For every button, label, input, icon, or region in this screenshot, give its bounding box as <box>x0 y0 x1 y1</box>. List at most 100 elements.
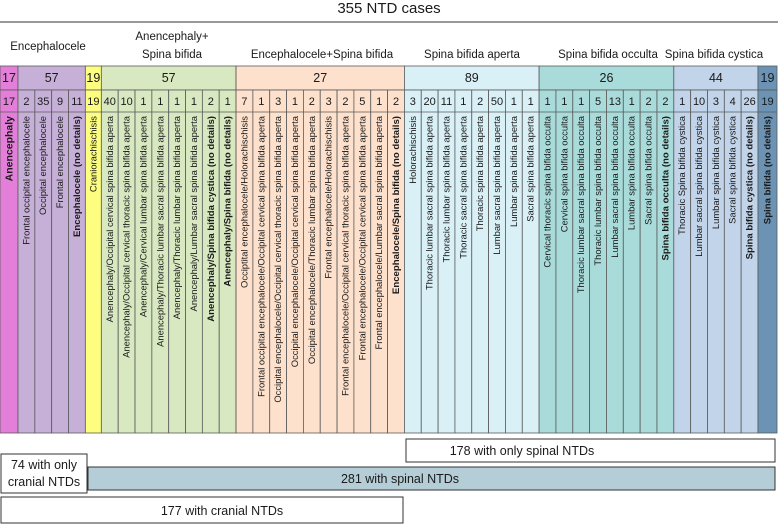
subcategory-count: 1 <box>679 96 685 108</box>
subcategory-label: Anencephaly/Lumbar sacral spina bifida a… <box>188 115 199 311</box>
subcategory-label: Lumbar sacral spina bifida cystica <box>693 115 704 256</box>
summary-only-cranial-line1: 74 with only <box>11 458 78 472</box>
group-cell-anencephaly-spina-bifida: 57 <box>100 65 237 91</box>
subcategory-column: 10 Anencephaly/Occipital cervical thoraci… <box>117 89 136 434</box>
subcategory-column: 1 Cervical thoracic spina bifida occulta <box>538 89 557 434</box>
group-count: 89 <box>465 71 479 85</box>
subcategory-count: 19 <box>761 96 773 108</box>
group-count-box <box>538 65 675 91</box>
subcategory-label: Thoracic spina bifida aperta <box>474 115 485 231</box>
subcategory-label: Anencephaly <box>3 116 15 182</box>
summary-spinal-box <box>87 466 776 491</box>
subcategory-count: 2 <box>477 96 483 108</box>
subcategory-count: 3 <box>326 96 332 108</box>
subcategory-label: Frontal encephalocele/Occipital cervical… <box>339 115 350 396</box>
summary-cranial-label: 177 with cranial NTDs <box>161 504 283 518</box>
subcategory-count: 1 <box>561 96 567 108</box>
subcategory-column: 19 Craniorachischisis <box>84 89 102 434</box>
subcategory-column: 2 Spina bifida occulta (no details) <box>656 89 675 434</box>
group-count-box <box>100 65 237 91</box>
subcategory-count: 1 <box>292 96 298 108</box>
subcategory-column: 1 Anencephaly/Thoracic lumbar spina bifid… <box>168 89 186 434</box>
subcategory-column: 3 Frontal encephalocele/Holorachischisis <box>319 89 338 434</box>
subcategory-count: 1 <box>258 96 264 108</box>
subcategory-label: Cervical spina bifida occulta <box>558 115 569 232</box>
subcategory-count: 1 <box>544 96 550 108</box>
subcategory-count: 1 <box>629 96 635 108</box>
subcategory-count: 4 <box>730 96 736 108</box>
subcategory-count: 20 <box>424 96 436 108</box>
group-count-row: 17 57 19 57 27 89 26 44 19 <box>0 65 778 91</box>
subcategory-column: 2 Thoracic spina bifida aperta <box>471 89 490 434</box>
subcategory-label: Frontal encephalocele/Holorachischisis <box>323 116 334 279</box>
subcategory-label: Encephalocele/Spina bifida (no details) <box>391 116 402 294</box>
summary-only-spinal: 178 with only spinal NTDs <box>405 438 776 463</box>
group-count-box <box>17 65 86 91</box>
subcategory-label: Occipital encephalocele <box>37 116 48 215</box>
subcategory-count: 35 <box>37 96 49 108</box>
subcategory-count: 11 <box>71 96 82 108</box>
subcategory-column: 11 Thoracic lumbar spina bifida aperta <box>437 89 456 434</box>
subcategory-label: Sacral spina bifida occulta <box>643 115 654 225</box>
subcategory-count: 1 <box>174 96 180 108</box>
summary-only-spinal-box <box>405 438 776 463</box>
subcategory-count: 3 <box>275 96 281 108</box>
subcategory-label: Thoracic lumbar spina bifida aperta <box>440 115 451 262</box>
subcategory-column: 3 Lumbar spina bifida cystica <box>707 89 725 434</box>
subcategory-label: Frontal occipital encephalocele <box>20 116 31 245</box>
group-count: 19 <box>761 71 775 85</box>
diagram-title: 355 NTD cases <box>337 0 440 17</box>
subcategory-column: 2 Occipital encephalocele/Thoracic lumbar… <box>302 89 321 434</box>
group-count: 27 <box>313 71 327 85</box>
subcategory-column: 1 Frontal occipital encephalocele/Occipit… <box>252 89 271 434</box>
group-cell-spina-bifida-cystica: 44 <box>673 65 759 91</box>
group-cell-craniorachischisis: 19 <box>84 65 102 91</box>
subcategory-count: 50 <box>491 96 503 108</box>
subcategory-column: 1 Anencephaly/Cervical lumbar spina bifid… <box>134 89 153 434</box>
subcategory-column: 10 Lumbar sacral spina bifida cystica <box>690 89 708 434</box>
subcategory-count: 1 <box>460 96 466 108</box>
group-cell-encephalocele: 57 <box>17 65 86 91</box>
subcategory-label: Occipital encephalocele/Occipital cervic… <box>272 115 283 402</box>
group-count-box <box>673 65 759 91</box>
subcategory-label: Occipital encephalocele/Thoracic lumbar … <box>306 115 317 364</box>
subcategory-column: 1 Anencephaly/Lumbar sacral spina bifida … <box>185 89 203 434</box>
group-count: 17 <box>2 71 16 85</box>
subcategory-count: 9 <box>57 96 63 108</box>
subcategory-column: 40 Anencephaly/Occipital cervical spina b… <box>100 89 119 434</box>
summary-only-cranial-box <box>0 453 88 494</box>
subcategory-label: Occiptital encephalocele/Holorachischisi… <box>238 116 249 288</box>
subcategory-column: 1 Sacral spina bifida aperta <box>521 89 540 434</box>
subcategory-label: Spina bifida cystica (no details) <box>745 116 756 259</box>
subcategory-column: 1 Cervical spina bifida occulta <box>555 89 574 434</box>
group-count: 19 <box>86 71 100 85</box>
group-count: 57 <box>162 71 176 85</box>
subcategory-label: Thoracic lumbar sacral spina bifida occu… <box>575 115 586 293</box>
subcategory-column: 13 Lumbar sacral spina bifida occulta <box>606 89 624 434</box>
summary-spinal: 281 with spinal NTDs <box>87 466 776 491</box>
subcategory-column: 19 Spina bifida (no details) <box>757 89 778 434</box>
subcategory-count: 1 <box>225 96 231 108</box>
subcategory-label: Lumbar sacral spina bifida aperta <box>491 115 502 254</box>
subcategory-count: 1 <box>140 96 146 108</box>
subcategory-count: 10 <box>693 96 705 108</box>
subcategory-count: 2 <box>309 96 315 108</box>
group-count-box <box>235 65 405 91</box>
summary-only-cranial-line2: cranial NTDs <box>8 475 80 489</box>
subcategory-label: Cervical thoracic spina bifida occulta <box>542 115 553 267</box>
subcategory-column: 20 Thoracic lumbar sacral spina bifida ap… <box>420 89 439 434</box>
subcategory-count: 19 <box>87 96 99 108</box>
subcategory-count: 1 <box>157 96 163 108</box>
subcategory-column: 1 Thoracic lumbar sacral spina bifida occ… <box>572 89 591 434</box>
subcategory-column: 26 Spina bifida cystica (no details) <box>740 89 759 434</box>
subcategory-count: 10 <box>120 96 132 108</box>
subcategory-label: Thoracic sacral spina bifida aperta <box>457 115 468 259</box>
subcategory-label: Frontal encephalocele <box>54 116 65 208</box>
group-label-spina-bifida-cystica: Spina bifida cystica <box>665 49 764 61</box>
subcategory-label: Anencephaly/Spina bifida (no details) <box>223 116 234 287</box>
subcategory-column: 1 Frontal encephalocele/Lumbar sacral spi… <box>370 89 388 434</box>
group-cell-spina-bifida-nd: 19 <box>757 65 778 91</box>
subcategory-label: Holorachischisis <box>407 116 418 184</box>
subcategory-count: 2 <box>645 96 651 108</box>
